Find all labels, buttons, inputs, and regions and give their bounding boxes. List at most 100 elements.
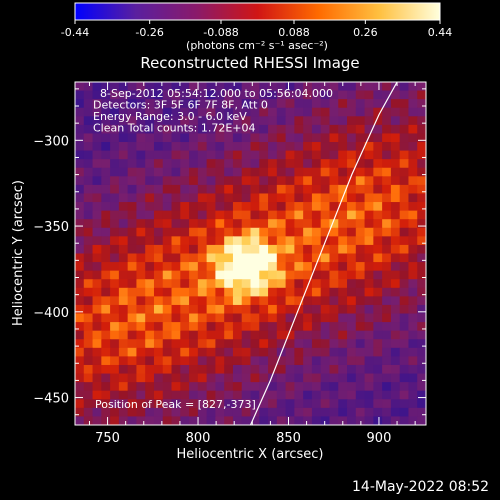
heatmap-cell [329,262,339,272]
heatmap-cell [355,364,366,375]
heatmap-cell [83,210,94,220]
y-tick-label: −300 [33,134,69,149]
heatmap-cell [399,399,410,409]
heatmap-cell [399,116,410,126]
heatmap-cell [189,176,199,186]
heatmap-cell [373,184,383,195]
heatmap-cell [382,270,392,280]
heatmap-cell [197,407,208,418]
heatmap-cell [373,219,383,229]
heatmap-cell [101,82,111,92]
heatmap-cell [311,202,322,212]
heatmap-cell [408,399,418,409]
heatmap-cell [276,107,287,117]
heatmap-cell [390,339,401,349]
heatmap-cell [171,364,181,375]
heatmap-cell [197,210,208,220]
heatmap-cell [75,219,85,229]
heatmap-cell [189,270,199,280]
heatmap-cell [101,407,111,418]
heatmap-cell [276,382,287,392]
heatmap-cell [373,382,383,392]
heatmap-cell [92,219,102,229]
heatmap-cell [285,236,295,246]
heatmap-cell [153,116,164,126]
heatmap-cell [285,150,295,160]
heatmap-cell [136,107,146,117]
heatmap-cell [373,262,383,272]
heatmap-cell [373,159,383,169]
heatmap-cell [390,142,401,152]
heatmap-cell [417,124,426,135]
heatmap-cell [118,150,129,160]
heatmap-cell [241,347,252,357]
heatmap-cell [338,399,348,409]
heatmap-cell [268,236,278,246]
heatmap-cell [399,142,410,152]
heatmap-cell [197,416,208,425]
heatmap-cell [285,219,295,229]
heatmap-cell [399,82,410,92]
heatmap-cell [110,107,120,117]
heatmap-cell [241,227,252,237]
heatmap-cell [250,184,260,195]
heatmap-cell [311,116,322,126]
heatmap-cell [180,287,190,297]
heatmap-cell [224,116,234,126]
heatmap-cell [399,364,410,375]
heatmap-cell [329,287,339,297]
heatmap-cell [241,176,252,186]
heatmap-cell [250,219,260,229]
heatmap-cell [294,296,304,306]
heatmap-cell [180,364,190,375]
heatmap-cell [364,244,374,255]
heatmap-cell [162,270,173,280]
heatmap-cell [329,304,339,315]
heatmap-cell [232,270,243,280]
heatmap-cell [197,90,208,100]
heatmap-cell [189,107,199,117]
heatmap-cell [232,236,243,246]
heatmap-cell [347,236,357,246]
heatmap-cell [268,322,278,332]
x-tick-label: 900 [367,431,392,446]
heatmap-cell [355,124,366,135]
heatmap-cell [399,99,410,109]
heatmap-cell [162,176,173,186]
heatmap-cell [153,219,164,229]
heatmap-cell [145,322,155,332]
heatmap-cell [382,90,392,100]
heatmap-cell [75,133,85,143]
heatmap-cell [303,99,313,109]
heatmap-cell [101,416,111,425]
heatmap-cell [347,124,357,135]
heatmap-cell [110,184,120,195]
heatmap-cell [83,416,94,425]
heatmap-cell [268,356,278,366]
heatmap-cell [390,313,401,323]
heatmap-cell [180,356,190,366]
heatmap-cell [189,339,199,349]
heatmap-cell [92,184,102,195]
heatmap-cell [118,90,129,100]
heatmap-cell [355,236,366,246]
heatmap-cell [145,202,155,212]
heatmap-cell [224,330,234,340]
heatmap-cell [373,270,383,280]
heatmap-cell [232,107,243,117]
heatmap-cell [259,382,269,392]
heatmap-cell [118,313,129,323]
heatmap-cell [232,184,243,195]
heatmap-cell [180,167,190,177]
heatmap-cell [320,356,331,366]
heatmap-cell [347,184,357,195]
heatmap-cell [101,236,111,246]
heatmap-cell [118,176,129,186]
heatmap-cell [232,407,243,418]
heatmap-cell [399,322,410,332]
heatmap-cell [364,176,374,186]
heatmap-cell [382,82,392,92]
heatmap-cell [303,416,313,425]
heatmap-cell [215,313,225,323]
heatmap-cell [364,253,374,263]
